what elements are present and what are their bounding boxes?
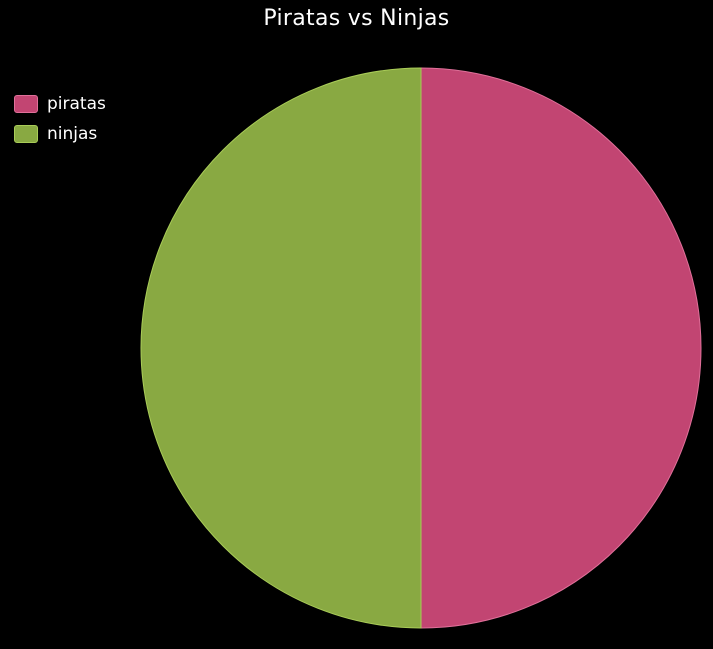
pie-slice-piratas[interactable] bbox=[420, 67, 702, 629]
legend-swatch-piratas bbox=[14, 95, 38, 113]
legend-label-ninjas: ninjas bbox=[47, 124, 98, 144]
pie-slice-ninjas[interactable] bbox=[140, 67, 422, 629]
pie-slices bbox=[140, 67, 702, 629]
legend: piratas ninjas bbox=[14, 94, 106, 154]
chart-title: Piratas vs Ninjas bbox=[263, 6, 450, 31]
legend-swatch-ninjas bbox=[14, 125, 38, 143]
legend-item-ninjas[interactable]: ninjas bbox=[14, 124, 106, 144]
legend-item-piratas[interactable]: piratas bbox=[14, 94, 106, 114]
legend-label-piratas: piratas bbox=[47, 94, 106, 114]
